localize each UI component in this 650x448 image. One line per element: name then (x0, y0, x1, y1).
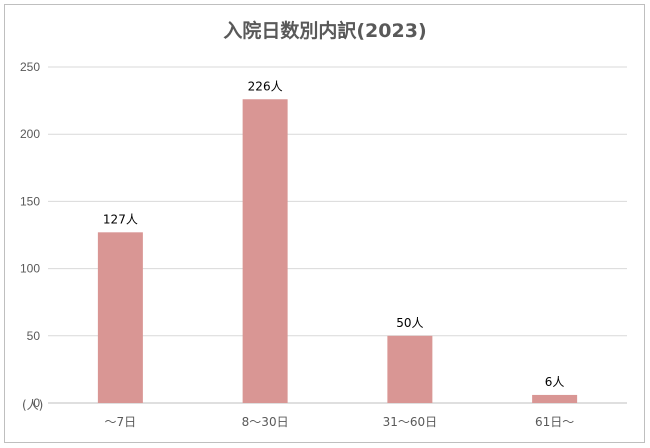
y-tick-label: 0 (33, 396, 40, 410)
bar (532, 394, 578, 403)
x-tick-label: ～7日 (105, 415, 137, 429)
y-tick-label: 150 (20, 194, 40, 208)
chart-title: 入院日数別内訳(2023) (223, 20, 427, 42)
y-axis-unit: (人) (22, 398, 44, 412)
bar (242, 99, 288, 404)
data-label: 226人 (248, 79, 283, 93)
y-tick-label: 250 (20, 60, 40, 74)
y-tick-label: 50 (27, 329, 41, 343)
x-tick-label: 8～30日 (242, 415, 289, 429)
data-label: 127人 (103, 212, 138, 226)
y-tick-label: 100 (20, 262, 40, 276)
x-tick-label: 31～60日 (383, 415, 438, 429)
bar (97, 232, 143, 403)
data-label: 50人 (396, 316, 423, 330)
x-tick-label: 61日～ (535, 415, 574, 429)
data-label: 6人 (545, 375, 565, 389)
y-tick-label: 200 (20, 127, 40, 141)
bar (387, 335, 433, 403)
